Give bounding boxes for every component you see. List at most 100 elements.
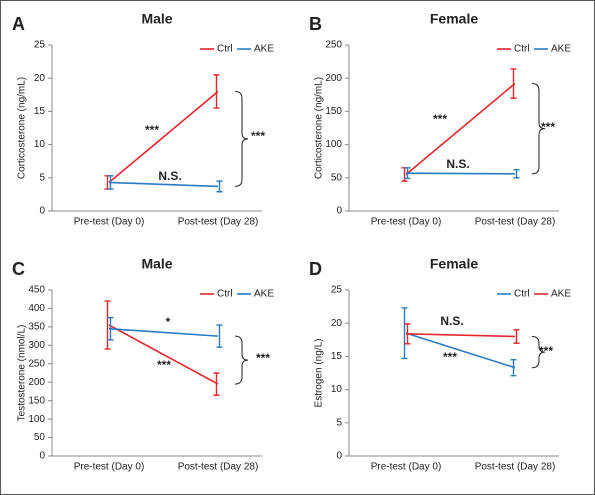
y-axis-label: Corticosterone (ng/mL) [17, 77, 28, 179]
legend-label: Ctrl [514, 289, 530, 300]
annotation: *** [251, 129, 265, 143]
annotation: *** [145, 123, 159, 137]
y-tick-label: 10 [34, 139, 46, 150]
panel-letter: C [12, 259, 25, 279]
y-tick-label: 350 [28, 322, 45, 333]
panel: B Female Corticosterone (ng/mL) 0 50 100 150 20… [309, 11, 571, 228]
error-bar [510, 68, 517, 99]
error-bar [510, 359, 517, 377]
legend-label: Ctrl [514, 44, 530, 55]
y-tick-label: 20 [34, 73, 46, 84]
annotation: *** [433, 112, 447, 126]
legend-label: Ctrl [217, 44, 233, 55]
y-tick-label: 5 [39, 172, 45, 183]
y-tick-label: 25 [34, 40, 46, 51]
annotation: *** [539, 344, 553, 358]
x-tick-label: Post-test (Day 28) [178, 217, 259, 228]
annotation: *** [157, 358, 171, 372]
y-tick-label: 400 [28, 303, 45, 314]
series-line [405, 172, 516, 175]
y-tick-label: 25 [331, 285, 343, 296]
chart-title: Male [141, 256, 172, 272]
chart-title: Female [430, 256, 478, 272]
annotation: N.S. [446, 157, 469, 171]
x-tick-label: Post-test (Day 28) [475, 217, 556, 228]
significance-brace [531, 335, 546, 369]
chart-title: Male [141, 11, 172, 27]
y-tick-label: 5 [336, 417, 342, 428]
error-bar [513, 169, 520, 179]
significance-brace [234, 335, 249, 385]
error-bar [107, 175, 114, 190]
error-bar [213, 372, 220, 396]
legend-label: AKE [254, 44, 274, 55]
panel-letter: A [12, 14, 25, 34]
series-line [108, 181, 219, 188]
y-tick-label: 100 [28, 414, 45, 425]
error-bar [404, 167, 411, 180]
error-bar [216, 324, 223, 348]
annotation: N.S. [158, 169, 181, 183]
error-bar [401, 307, 408, 360]
series-line [108, 327, 219, 337]
error-bar [216, 180, 223, 193]
y-tick-label: 450 [28, 285, 45, 296]
chart-title: Female [430, 11, 478, 27]
x-tick-label: Post-test (Day 28) [178, 462, 259, 473]
series-line [405, 82, 516, 176]
annotation: *** [443, 350, 457, 364]
y-tick-label: 0 [336, 451, 342, 462]
y-tick-label: 50 [331, 172, 343, 183]
y-tick-label: 50 [34, 432, 46, 443]
y-tick-label: 15 [331, 351, 343, 362]
y-tick-label: 15 [34, 106, 46, 117]
legend-label: Ctrl [217, 289, 233, 300]
y-tick-label: 0 [336, 206, 342, 217]
legend-label: AKE [551, 289, 571, 300]
y-tick-label: 200 [325, 73, 342, 84]
series-line [405, 332, 516, 369]
panel: D Female Estrogen (ng/L) 0 5 10 15 20 25 Pre-test… [309, 256, 571, 473]
error-bar [107, 316, 114, 341]
x-tick-label: Pre-test (Day 0) [74, 462, 145, 473]
legend-label: AKE [254, 289, 274, 300]
series-line [108, 90, 219, 184]
y-tick-label: 0 [39, 206, 45, 217]
y-tick-label: 250 [325, 40, 342, 51]
panel-letter: D [309, 259, 322, 279]
annotation: * [166, 315, 171, 329]
error-bar [104, 300, 111, 350]
y-tick-label: 0 [39, 451, 45, 462]
significance-brace [234, 90, 249, 187]
annotation: N.S. [440, 314, 463, 328]
x-tick-label: Post-test (Day 28) [475, 462, 556, 473]
legend-label: AKE [551, 44, 571, 55]
annotation: *** [541, 120, 555, 134]
y-tick-label: 100 [325, 139, 342, 150]
error-bar [513, 329, 520, 344]
panel-letter: B [309, 14, 322, 34]
panel: C Male Testosterone (nmol/L) 0 50 100 150 200 25… [12, 256, 274, 473]
series-line [405, 333, 516, 338]
y-tick-label: 300 [28, 340, 45, 351]
panel: A Male Corticosterone (ng/mL) 0 5 10 15 20 25 Pre… [12, 11, 274, 228]
y-axis-label: Testosterone (nmol/L) [17, 325, 28, 422]
y-tick-label: 150 [28, 395, 45, 406]
annotation: *** [256, 351, 270, 365]
y-tick-label: 10 [331, 384, 343, 395]
y-axis-label: Estrogen (ng/L) [314, 339, 325, 408]
y-tick-label: 20 [331, 318, 343, 329]
y-axis-label: Corticosterone (ng/mL) [314, 77, 325, 179]
y-tick-label: 150 [325, 106, 342, 117]
x-tick-label: Pre-test (Day 0) [371, 462, 442, 473]
significance-brace [531, 83, 546, 175]
series-line [108, 324, 219, 385]
error-bar [404, 323, 411, 345]
y-tick-label: 200 [28, 377, 45, 388]
y-tick-label: 250 [28, 358, 45, 369]
error-bar [213, 74, 220, 109]
x-tick-label: Pre-test (Day 0) [74, 217, 145, 228]
x-tick-label: Pre-test (Day 0) [371, 217, 442, 228]
